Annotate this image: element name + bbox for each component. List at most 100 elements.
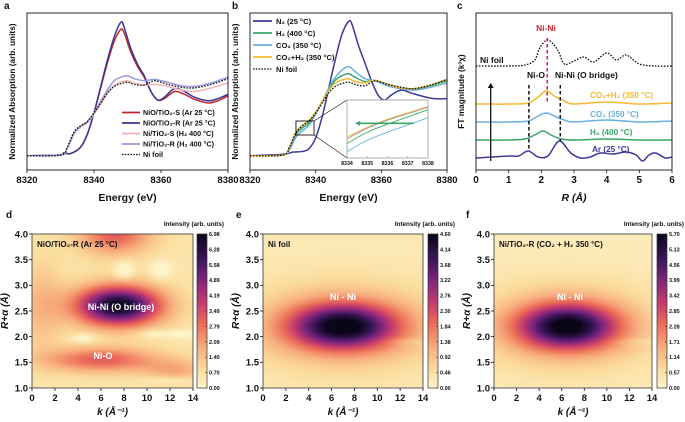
x-tick-label: 0	[29, 393, 34, 404]
heatmap-d	[32, 234, 193, 388]
panel-letter-f: f	[466, 210, 470, 221]
heatmap-title: Ni/TiO₂-R (CO₂ + H₂ 350 °C)	[499, 240, 603, 249]
colorbar-tick-label: 2.30	[440, 309, 451, 315]
colorbar-tick-label: 2.79	[209, 324, 220, 330]
colorbar-tick-label: 6.28	[209, 247, 220, 253]
inset-x-tick-label: 8338	[422, 161, 434, 167]
y-tick-label: 4.0	[246, 229, 259, 240]
series-label: H₂ (400 °C)	[590, 128, 633, 137]
y-axis-label: R+α (Å)	[229, 292, 242, 329]
series-line-ni-tio-r-h-400-c-	[27, 75, 228, 157]
y-axis-label: Normalized Absorption (arb. units)	[230, 23, 240, 159]
y-tick-label: 2.0	[246, 332, 259, 343]
legend-label: Ni/TiO₂-R (H₂ 400 °C)	[143, 140, 215, 149]
panel-letter-a: a	[4, 1, 10, 12]
legend-label: CO₂+H₂ (350 °C)	[276, 53, 335, 62]
series-line-nio-tio-r-ar-25-c-	[27, 20, 228, 157]
panel-letter-b: b	[232, 1, 238, 12]
x-tick-label: 14	[418, 393, 429, 404]
colorbar-label: Intensity (arb. units)	[624, 221, 684, 228]
x-tick-label: 12	[395, 393, 406, 404]
plot-frame	[262, 233, 424, 389]
inset-x-tick-label: 8335	[361, 161, 373, 167]
colorbar-tick-label: 5.13	[669, 247, 680, 253]
x-axis-label: Energy (eV)	[98, 192, 156, 204]
ni-o-label: Ni-O	[94, 351, 113, 361]
x-tick-label: 1	[506, 175, 512, 186]
x-tick-label: 0	[491, 393, 496, 404]
x-tick-label: 5	[637, 175, 643, 186]
ni-ni-o-bridge-label: Ni-Ni (O bridge)	[88, 302, 155, 312]
heatmap-title: NiO/TiO₂-R (Ar 25 °C)	[37, 240, 118, 249]
x-tick-label: 4	[306, 393, 312, 404]
x-tick-label: 8	[121, 393, 126, 404]
series-line-co-h-350-c-	[476, 90, 672, 105]
x-tick-label: 14	[188, 393, 199, 404]
y-tick-label: 2.0	[477, 332, 490, 343]
panel-letter-c: c	[457, 1, 463, 12]
offset-arrow-head	[487, 83, 494, 88]
plot-area	[250, 19, 447, 157]
x-axis-label: k (Å⁻¹)	[328, 405, 360, 418]
colorbar-tick-label: 1.38	[440, 340, 451, 346]
y-axis-label: FT magnitude (k³χ)	[456, 54, 466, 129]
colorbar-f	[657, 234, 667, 388]
x-tick-label: 12	[624, 393, 635, 404]
plot-frame	[26, 12, 229, 171]
panel-letter-d: d	[6, 210, 12, 221]
x-tick-label: 8360	[371, 175, 392, 186]
x-axis-label: k (Å⁻¹)	[97, 405, 129, 418]
y-axis-label: R+α (Å)	[460, 292, 473, 329]
x-tick-label: 2	[539, 175, 545, 186]
x-tick-label: 6	[669, 175, 675, 186]
inset-series-line	[346, 106, 429, 138]
inset-series-line	[346, 106, 429, 140]
series-label: CO₂+H₂ (350 °C)	[590, 91, 653, 100]
x-tick-label: 10	[602, 393, 613, 404]
x-axis-label: k (Å⁻¹)	[558, 405, 590, 418]
colorbar-tick-label: 6.98	[209, 232, 220, 238]
legend-label: H₂ (400 °C)	[276, 29, 316, 38]
zoom-connector	[313, 134, 348, 159]
zoom-connector	[313, 99, 348, 122]
colorbar-tick-label: 3.68	[440, 263, 451, 269]
y-tick-label: 1.5	[246, 358, 260, 369]
ni-foil-label: Ni foil	[480, 55, 504, 65]
y-tick-label: 1.5	[477, 358, 491, 369]
colorbar-tick-label: 4.19	[209, 294, 220, 300]
x-tick-label: 2	[283, 393, 288, 404]
colorbar-tick-label: 2.85	[669, 309, 680, 315]
colorbar-tick-label: 4.14	[440, 247, 452, 253]
y-tick-label: 2.5	[477, 306, 491, 317]
colorbar-tick-label: 0.46	[440, 371, 451, 377]
x-tick-label: 4	[604, 175, 610, 186]
ni-ni-label: Ni - Ni	[330, 292, 356, 302]
colorbar-tick-label: 0.00	[440, 386, 451, 392]
series-line-ni-foil	[476, 39, 672, 67]
colorbar-tick-label: 4.56	[669, 263, 680, 269]
y-tick-label: 1.0	[15, 383, 28, 394]
colorbar-tick-label: 5.58	[209, 263, 220, 269]
colorbar-tick-label: 2.09	[209, 340, 220, 346]
colorbar-tick-label: 0.70	[209, 371, 220, 377]
colorbar-tick-label: 1.40	[209, 355, 220, 361]
series-line-n-25-c-	[250, 19, 447, 157]
ni-ni-label: Ni - Ni	[557, 292, 583, 302]
y-tick-label: 4.0	[15, 229, 28, 240]
x-tick-label: 14	[647, 393, 658, 404]
colorbar-tick-label: 0.00	[669, 386, 680, 392]
legend-label: Ni/TiO₂-S (H₂ 400 °C)	[143, 129, 214, 138]
inset-x-tick-label: 8334	[341, 161, 353, 167]
x-tick-label: 6	[98, 393, 103, 404]
x-tick-label: 10	[142, 393, 153, 404]
plot-frame	[249, 12, 448, 171]
y-tick-label: 3.5	[246, 255, 260, 266]
colorbar-d	[197, 234, 207, 388]
inset-x-tick-label: 8337	[402, 161, 414, 167]
ni-ni-label: Ni-Ni	[536, 23, 556, 33]
series-line-co-350-c-	[476, 112, 672, 123]
colorbar-tick-label: 0.57	[669, 371, 680, 377]
inset-x-tick-label: 8336	[382, 161, 394, 167]
colorbar-tick-label: 3.99	[669, 278, 680, 284]
